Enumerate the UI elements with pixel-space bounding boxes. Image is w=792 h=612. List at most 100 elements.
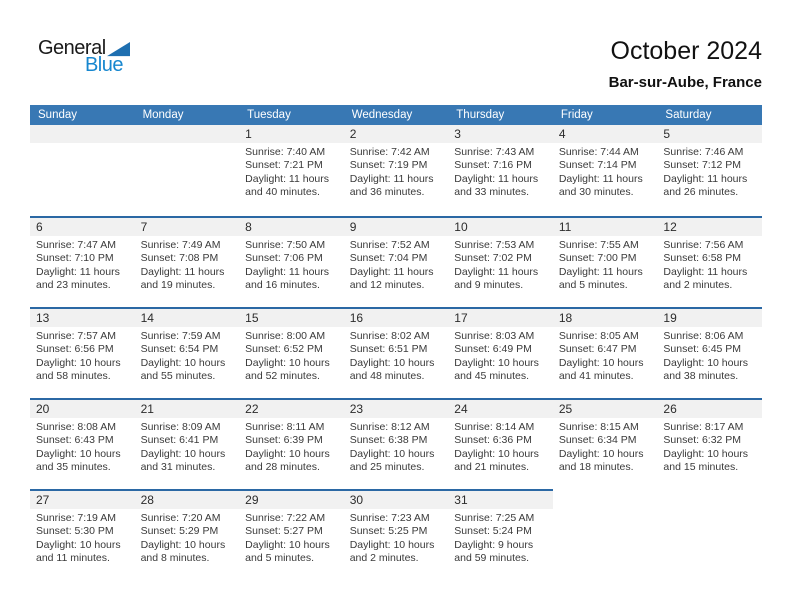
day-cell: 23 Sunrise: 8:12 AM Sunset: 6:38 PM Dayligh… [343,398,449,489]
sunset-text: Sunset: 7:04 PM [349,252,428,265]
sunset-text: Sunset: 6:49 PM [454,343,532,356]
day-number: 26 [657,400,762,418]
daylight-text: Daylight: 10 hours and 35 minutes. [36,447,121,474]
day-details: Sunrise: 8:00 AM Sunset: 6:52 PM Daylight:… [239,327,344,384]
sunrise-text: Sunrise: 7:57 AM [36,330,116,342]
sunset-text: Sunset: 7:00 PM [558,252,637,265]
day-cell: 26 Sunrise: 8:17 AM Sunset: 6:32 PM Dayligh… [657,398,762,489]
sunset-text: Sunset: 5:27 PM [245,525,323,538]
week-row: 20 Sunrise: 8:08 AM Sunset: 6:43 PM Dayligh… [30,398,762,489]
sunset-text: Sunset: 6:41 PM [140,434,219,447]
weekday-header-monday: Monday [142,109,184,121]
daylight-text: Daylight: 11 hours and 16 minutes. [245,265,329,292]
day-cell: 2 Sunrise: 7:42 AM Sunset: 7:19 PM Daylight… [343,125,449,216]
day-cell: 20 Sunrise: 8:08 AM Sunset: 6:43 PM Dayligh… [30,398,135,489]
sunset-text: Sunset: 6:47 PM [558,343,637,356]
weekday-header-saturday: Saturday [665,109,712,121]
day-cell: 24 Sunrise: 8:14 AM Sunset: 6:36 PM Dayligh… [448,398,553,489]
day-number: 29 [239,491,344,509]
day-details: Sunrise: 8:02 AM Sunset: 6:51 PM Daylight:… [344,327,449,384]
day-cell: 4 Sunrise: 7:44 AM Sunset: 7:14 PM Daylight… [552,125,658,216]
day-details: Sunrise: 8:14 AM Sunset: 6:36 PM Daylight:… [448,418,553,475]
empty-day-cell [134,125,240,216]
sunset-text: Sunset: 6:43 PM [36,434,114,447]
daylight-text: Daylight: 10 hours and 31 minutes. [140,447,226,474]
daylight-text: Daylight: 10 hours and 15 minutes. [663,447,749,474]
day-number: 24 [448,400,553,418]
sunrise-text: Sunrise: 7:59 AM [140,330,221,342]
daylight-text: Daylight: 10 hours and 41 minutes. [558,356,644,383]
daylight-text: Daylight: 11 hours and 30 minutes. [558,172,643,199]
week-row: 6 Sunrise: 7:47 AM Sunset: 7:10 PM Daylight… [30,216,762,307]
day-number: 13 [30,309,135,327]
day-details: Sunrise: 8:11 AM Sunset: 6:39 PM Daylight:… [239,418,344,475]
page-title: October 2024 [610,37,763,65]
daylight-text: Daylight: 11 hours and 9 minutes. [454,265,539,292]
day-cell: 29 Sunrise: 7:22 AM Sunset: 5:27 PM Dayligh… [239,489,344,580]
day-details: Sunrise: 7:44 AM Sunset: 7:14 PM Daylight:… [553,143,658,200]
page-header: General Blue October 2024 Bar-sur-Aube, … [30,0,762,105]
day-cell: 7 Sunrise: 7:49 AM Sunset: 7:08 PM Daylight… [134,216,240,307]
empty-band [30,125,135,143]
sunset-text: Sunset: 7:14 PM [558,159,637,172]
day-details: Sunrise: 8:12 AM Sunset: 6:38 PM Daylight:… [344,418,449,475]
day-number: 6 [30,218,135,236]
sunset-text: Sunset: 6:52 PM [245,343,323,356]
day-details: Sunrise: 7:50 AM Sunset: 7:06 PM Daylight:… [239,236,344,293]
day-details: Sunrise: 7:57 AM Sunset: 6:56 PM Daylight:… [30,327,135,384]
sunset-text: Sunset: 7:10 PM [36,252,114,265]
day-number: 22 [239,400,344,418]
sunrise-text: Sunrise: 7:25 AM [454,512,535,524]
sunrise-text: Sunrise: 7:56 AM [663,239,744,251]
day-number: 1 [239,125,344,143]
page-subtitle: Bar-sur-Aube, France [608,74,762,91]
daylight-text: Daylight: 11 hours and 33 minutes. [454,172,539,199]
weekday-header-wednesday: Wednesday [351,109,413,121]
daylight-text: Daylight: 10 hours and 5 minutes. [245,538,330,565]
sunrise-text: Sunrise: 7:42 AM [349,146,430,158]
daylight-text: Daylight: 11 hours and 36 minutes. [349,172,434,199]
day-details: Sunrise: 7:52 AM Sunset: 7:04 PM Daylight:… [344,236,449,293]
daylight-text: Daylight: 10 hours and 58 minutes. [36,356,121,383]
daylight-text: Daylight: 10 hours and 2 minutes. [349,538,435,565]
day-details: Sunrise: 8:15 AM Sunset: 6:34 PM Daylight:… [553,418,658,475]
sunrise-text: Sunrise: 7:20 AM [140,512,221,524]
day-details: Sunrise: 7:22 AM Sunset: 5:27 PM Daylight:… [239,509,344,566]
day-details: Sunrise: 8:09 AM Sunset: 6:41 PM Daylight:… [135,418,240,475]
sunrise-text: Sunrise: 8:03 AM [454,330,535,342]
empty-day-cell [30,125,135,216]
logo-text-blue: Blue [84,54,124,76]
daylight-text: Daylight: 10 hours and 55 minutes. [140,356,226,383]
sunrise-text: Sunrise: 7:50 AM [245,239,326,251]
weekday-header-thursday: Thursday [456,109,505,121]
day-cell: 18 Sunrise: 8:05 AM Sunset: 6:47 PM Dayligh… [552,307,658,398]
sunrise-text: Sunrise: 7:49 AM [140,239,221,251]
logo-text-general: General [38,37,106,59]
sunrise-text: Sunrise: 8:17 AM [663,421,744,433]
day-details: Sunrise: 7:56 AM Sunset: 6:58 PM Daylight:… [657,236,762,293]
day-details: Sunrise: 8:03 AM Sunset: 6:49 PM Daylight:… [448,327,553,384]
day-cell: 1 Sunrise: 7:40 AM Sunset: 7:21 PM Daylight… [239,125,344,216]
sunset-text: Sunset: 6:39 PM [245,434,323,447]
sunset-text: Sunset: 6:38 PM [349,434,428,447]
day-number: 14 [134,309,240,327]
day-number: 20 [30,400,135,418]
day-details: Sunrise: 7:53 AM Sunset: 7:02 PM Daylight:… [448,236,553,293]
daylight-text: Daylight: 10 hours and 38 minutes. [663,356,749,383]
sunset-text: Sunset: 6:36 PM [454,434,532,447]
day-details: Sunrise: 7:40 AM Sunset: 7:21 PM Daylight:… [239,143,344,200]
sunset-text: Sunset: 7:06 PM [245,252,323,265]
weekday-header-row: Sunday Monday Tuesday Wednesday Thursday Frid… [30,105,762,125]
sunset-text: Sunset: 7:16 PM [454,159,532,172]
day-cell: 5 Sunrise: 7:46 AM Sunset: 7:12 PM Daylight… [657,125,762,216]
sunset-text: Sunset: 6:51 PM [349,343,428,356]
day-cell: 21 Sunrise: 8:09 AM Sunset: 6:41 PM Dayligh… [134,398,240,489]
daylight-text: Daylight: 11 hours and 23 minutes. [36,265,120,292]
day-details: Sunrise: 8:17 AM Sunset: 6:32 PM Daylight:… [657,418,762,475]
sunrise-text: Sunrise: 7:55 AM [558,239,639,251]
sunrise-text: Sunrise: 8:05 AM [558,330,639,342]
day-number: 23 [343,400,449,418]
sunrise-text: Sunrise: 7:43 AM [454,146,535,158]
sunrise-text: Sunrise: 8:09 AM [140,421,221,433]
